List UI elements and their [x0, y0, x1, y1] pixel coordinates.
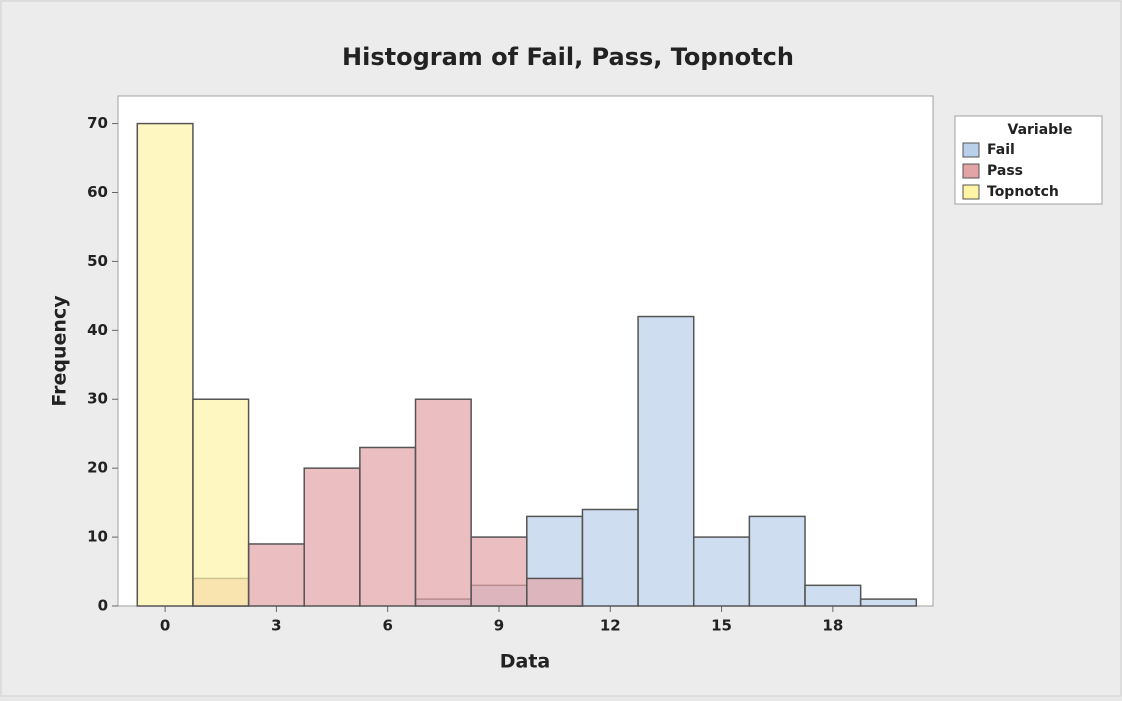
y-tick-label: 20: [87, 459, 108, 477]
bar: [192, 398, 250, 607]
x-tick-label: 9: [494, 617, 504, 635]
bar: [303, 467, 361, 607]
legend-swatch: [962, 184, 980, 200]
bar: [470, 536, 528, 607]
bar: [136, 122, 194, 607]
y-tick-label: 50: [87, 252, 108, 270]
bar: [748, 515, 806, 607]
legend-title: Variable: [1008, 122, 1073, 138]
legend-label: Pass: [987, 163, 1023, 179]
x-tick-label: 0: [160, 617, 170, 635]
y-tick-label: 30: [87, 390, 108, 408]
y-axis-label: Frequency: [49, 295, 71, 407]
legend-label: Fail: [987, 142, 1015, 158]
y-tick-label: 40: [87, 321, 108, 339]
bar: [859, 598, 918, 607]
legend-swatch: [962, 163, 980, 179]
bar: [414, 398, 472, 607]
x-axis-label: Data: [500, 651, 551, 673]
bar: [692, 536, 751, 607]
bar: [581, 508, 639, 607]
y-tick-label: 70: [87, 114, 108, 132]
legend-label: Topnotch: [987, 184, 1059, 200]
x-tick-label: 18: [822, 617, 843, 635]
bar: [526, 577, 584, 607]
x-tick-label: 12: [600, 617, 621, 635]
bar: [247, 543, 305, 607]
bar: [359, 446, 417, 607]
y-tick-label: 0: [98, 597, 108, 615]
x-tick-label: 3: [271, 617, 281, 635]
x-tick-label: 15: [711, 617, 732, 635]
y-tick-label: 10: [87, 528, 108, 546]
x-tick-label: 6: [382, 617, 392, 635]
bar: [804, 584, 862, 607]
y-tick-label: 60: [87, 183, 108, 201]
chart-title: Histogram of Fail, Pass, Topnotch: [342, 43, 794, 71]
legend-swatch: [962, 142, 980, 158]
bar: [637, 315, 695, 607]
